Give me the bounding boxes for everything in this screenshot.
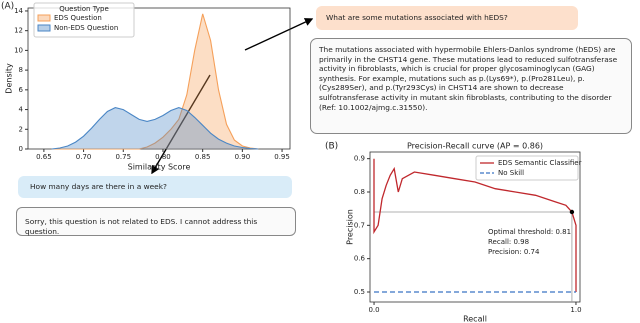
x-tick-label: 0.85 (195, 153, 211, 161)
threshold-annotation: Optimal threshold: 0.81 (488, 228, 571, 236)
arrow (244, 18, 314, 51)
y-tick-label: 10 (14, 46, 23, 54)
plot-frame (27, 7, 291, 150)
legend-label: No Skill (498, 169, 524, 177)
reply-box: The mutations associated with hypermobil… (310, 38, 632, 134)
x-axis-label: Similarity Score (128, 163, 191, 172)
y-tick-label: 4 (19, 106, 24, 114)
x-tick-label: 0.75 (115, 153, 131, 161)
y-tick-label: 0.5 (354, 288, 365, 296)
plot-frame (369, 151, 581, 303)
panel-label: (B) (325, 142, 338, 152)
y-tick-label: 0.6 (354, 255, 366, 263)
legend-title: Question Type (59, 5, 109, 13)
threshold-annotation: Precision: 0.74 (488, 248, 540, 256)
arrow (151, 74, 211, 175)
y-tick-label: 0 (19, 145, 23, 153)
x-tick-label: 0.65 (36, 153, 52, 161)
x-tick-label: 1.0 (570, 306, 581, 314)
legend-box (475, 155, 579, 181)
user-bubble: What are some mutations associated with … (316, 6, 578, 30)
y-tick-label: 8 (19, 66, 23, 74)
x-tick-label: 0.95 (274, 153, 290, 161)
density-line (51, 107, 259, 150)
x-tick-label: 0.90 (235, 153, 251, 161)
x-tick-label: 0.80 (155, 153, 171, 161)
pr-line (373, 158, 577, 292)
y-tick-label: 6 (19, 86, 24, 94)
threshold-point (569, 209, 575, 215)
legend-label: EDS Semantic Classifier (498, 159, 582, 167)
density-line (51, 13, 259, 150)
legend-swatch (37, 24, 51, 32)
y-tick-label: 0.7 (354, 221, 365, 229)
area-fill (51, 13, 259, 150)
y-tick-label: 14 (14, 7, 23, 15)
x-tick-label: 0.0 (368, 306, 379, 314)
legend-label: EDS Question (54, 14, 102, 22)
y-tick-label: 0.9 (354, 155, 365, 163)
area-fill (51, 107, 259, 149)
user-bubble: How many days are there in a week? (18, 176, 292, 198)
y-tick-label: 12 (14, 27, 23, 35)
panel-label: (A) (1, 2, 14, 12)
y-axis-label: Density (5, 63, 14, 94)
y-axis-label: Precision (346, 209, 355, 245)
x-axis-label: Recall (463, 315, 487, 323)
threshold-annotation: Recall: 0.98 (488, 238, 529, 246)
legend-box (33, 2, 135, 38)
y-tick-label: 0.8 (354, 188, 365, 196)
legend-swatch (37, 14, 51, 22)
reply-box: Sorry, this question is not related to E… (16, 207, 296, 236)
y-tick-label: 2 (19, 125, 23, 133)
legend-label: Non-EDS Question (54, 24, 118, 32)
chart-title: Precision-Recall curve (AP = 0.86) (407, 142, 543, 151)
x-tick-label: 0.70 (76, 153, 92, 161)
